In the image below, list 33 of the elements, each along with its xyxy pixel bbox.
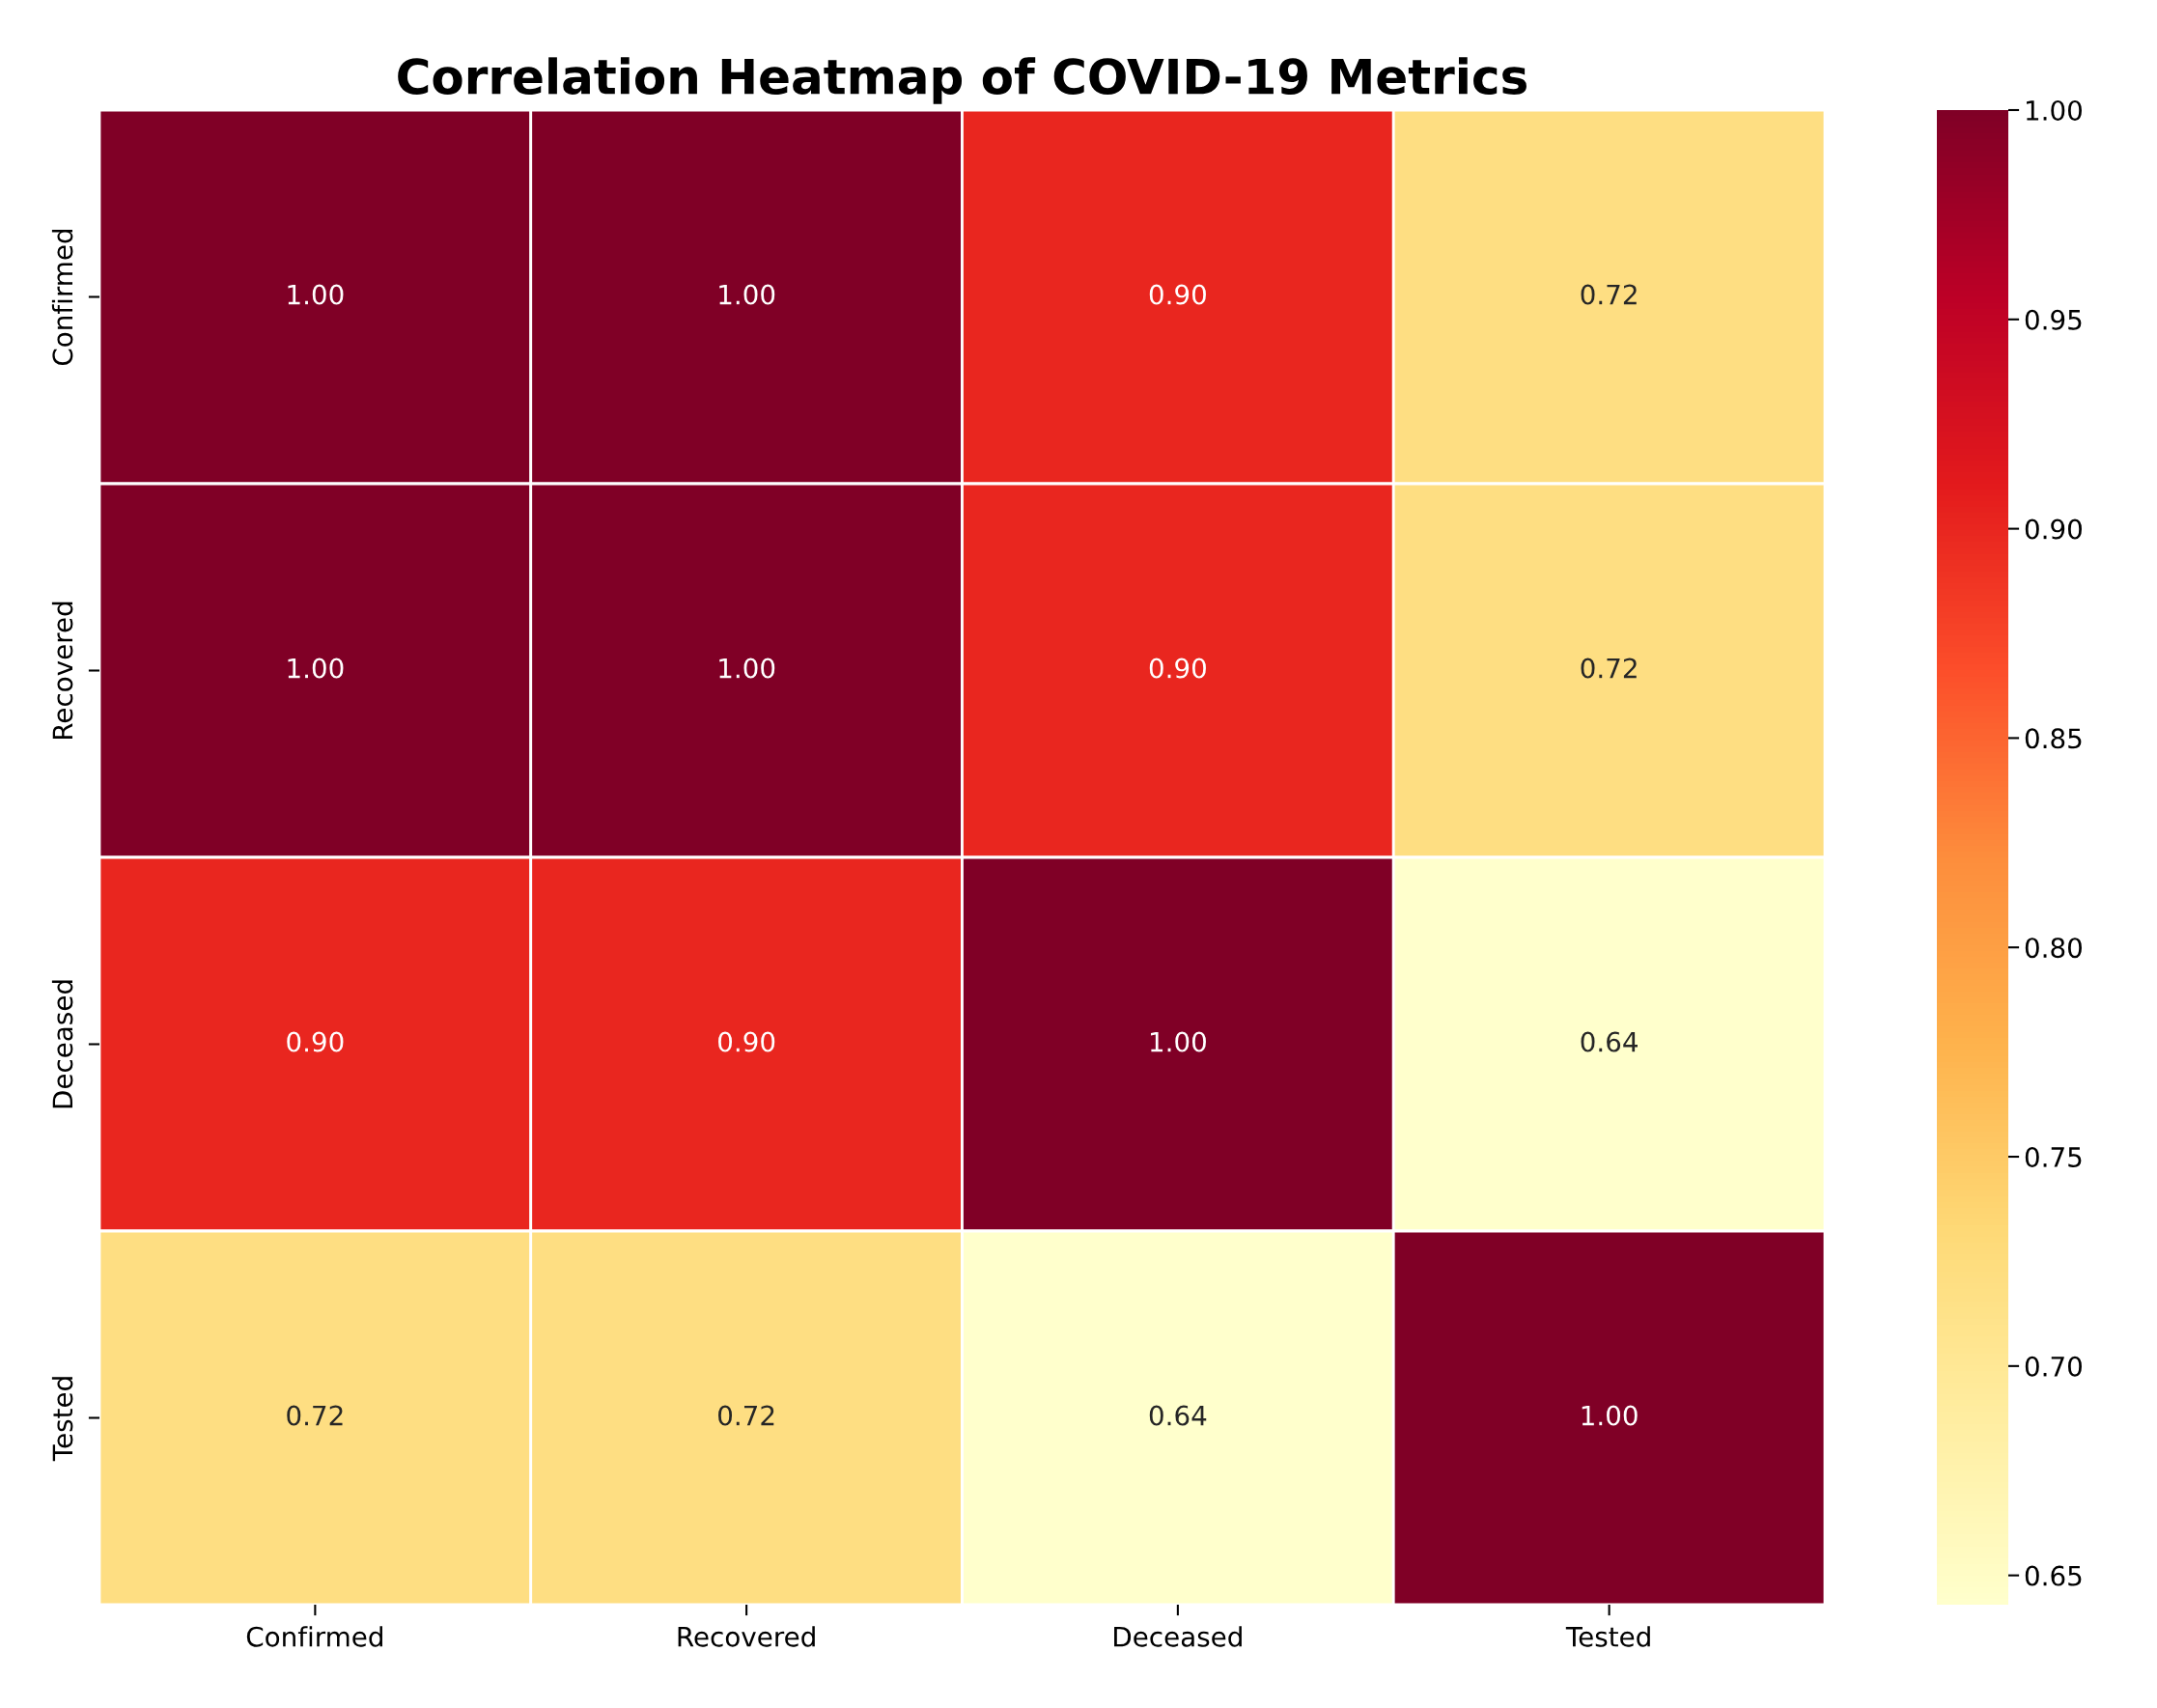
data-label: 0.90 — [1149, 284, 1206, 305]
data-label: 0.90 — [287, 1031, 344, 1052]
data-label: 0.64 — [1581, 1031, 1638, 1052]
color-bar-label: 0.90 — [2025, 518, 2082, 540]
data-label: 1.00 — [1151, 1031, 1206, 1052]
color-bar-label: 0.85 — [2025, 728, 2082, 749]
color-bar-label: 0.95 — [2025, 309, 2082, 330]
data-label: 1.00 — [288, 658, 344, 679]
data-label: 0.72 — [718, 1405, 774, 1426]
color-bar-label: 0.70 — [2025, 1356, 2082, 1377]
color-bar-label: 0.80 — [2025, 938, 2082, 959]
data-label: 0.90 — [1149, 658, 1206, 679]
data-label: 1.00 — [719, 284, 775, 305]
y-tick-label: Tested — [51, 1377, 73, 1462]
data-label: 1.00 — [288, 284, 344, 305]
y-tick-label: Recovered — [51, 602, 73, 740]
data-label: 1.00 — [1582, 1405, 1638, 1426]
color-bar-label: 0.65 — [2025, 1565, 2082, 1586]
chart-title: Correlation Heatmap of COVID-19 Metrics — [398, 57, 1527, 104]
data-label: 0.64 — [1149, 1405, 1207, 1426]
color-bar-label: 0.75 — [2025, 1146, 2082, 1167]
y-tick-label: Deceased — [51, 980, 73, 1108]
x-tick-label: Recovered — [678, 1626, 815, 1647]
y-tick-label: Confirmed — [51, 229, 73, 366]
data-label: 0.90 — [718, 1031, 775, 1052]
x-tick-label: Deceased — [1114, 1626, 1242, 1647]
x-tick-label: Confirmed — [246, 1626, 382, 1647]
data-label: 0.72 — [1581, 658, 1637, 679]
color-bar-label: 1.00 — [2027, 99, 2082, 121]
data-label: 0.72 — [1581, 284, 1637, 305]
data-label: 0.72 — [287, 1405, 343, 1426]
x-tick-label: Tested — [1565, 1626, 1650, 1647]
data-label: 1.00 — [719, 658, 775, 679]
